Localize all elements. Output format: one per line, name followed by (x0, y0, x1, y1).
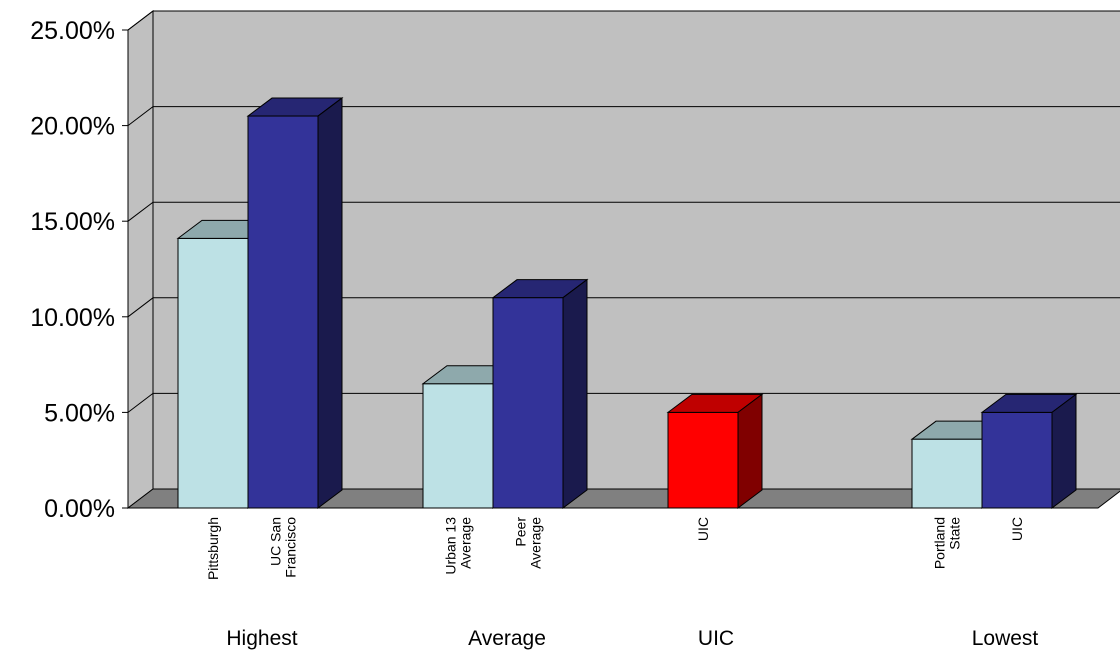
bar-front (177, 237, 249, 509)
gridline (127, 297, 1120, 318)
bar-side (317, 97, 343, 509)
bar-label: UIC (695, 517, 711, 541)
bar-front (667, 411, 739, 509)
bar (491, 278, 589, 509)
bar-label: UC SanFrancisco (268, 517, 299, 578)
bar-labels: Pittsburgh UC SanFrancisco Urban 13Average… (205, 517, 1025, 580)
bar-front (981, 411, 1053, 509)
group-labels: Highest Average UIC Lowest (226, 627, 1038, 650)
bar-front (492, 297, 564, 509)
y-tick-label: 0.00% (44, 495, 115, 523)
bar-label: PortlandState (932, 517, 963, 569)
bar-front (247, 115, 319, 509)
bar-front (422, 383, 494, 509)
gridline (127, 106, 1120, 126)
bar-label: UIC (1009, 517, 1025, 541)
group-label: Average (468, 627, 546, 650)
gridlines (127, 10, 1120, 413)
y-axis: 0.00% 5.00% 10.00% 15.00% 20.00% 25.00% (30, 17, 129, 523)
bar (246, 97, 344, 509)
bar-side (737, 393, 763, 509)
bar-side (562, 278, 588, 509)
side-wall (127, 9, 154, 510)
bar (666, 393, 764, 509)
bar-label: Urban 13Average (443, 517, 474, 575)
plot-area (126, 9, 1120, 510)
group-label: UIC (698, 627, 734, 650)
y-tick-label: 10.00% (30, 304, 115, 332)
bar-front (911, 438, 983, 509)
gridline (127, 201, 1120, 222)
group-label: Highest (226, 627, 297, 650)
gridline (127, 10, 1120, 31)
bar-label: Pittsburgh (205, 517, 221, 580)
gridline (127, 392, 1120, 413)
bar-label: PeerAverage (513, 517, 544, 569)
bar (910, 420, 1008, 509)
y-tick-label: 15.00% (30, 208, 115, 236)
y-tick-label: 5.00% (44, 399, 115, 427)
group-label: Lowest (972, 627, 1039, 650)
bars (176, 97, 1078, 509)
bar-side (1051, 393, 1077, 509)
bar (980, 393, 1078, 509)
floor (126, 488, 1120, 509)
y-tick-label: 25.00% (30, 17, 115, 45)
y-tick-label: 20.00% (30, 113, 115, 141)
